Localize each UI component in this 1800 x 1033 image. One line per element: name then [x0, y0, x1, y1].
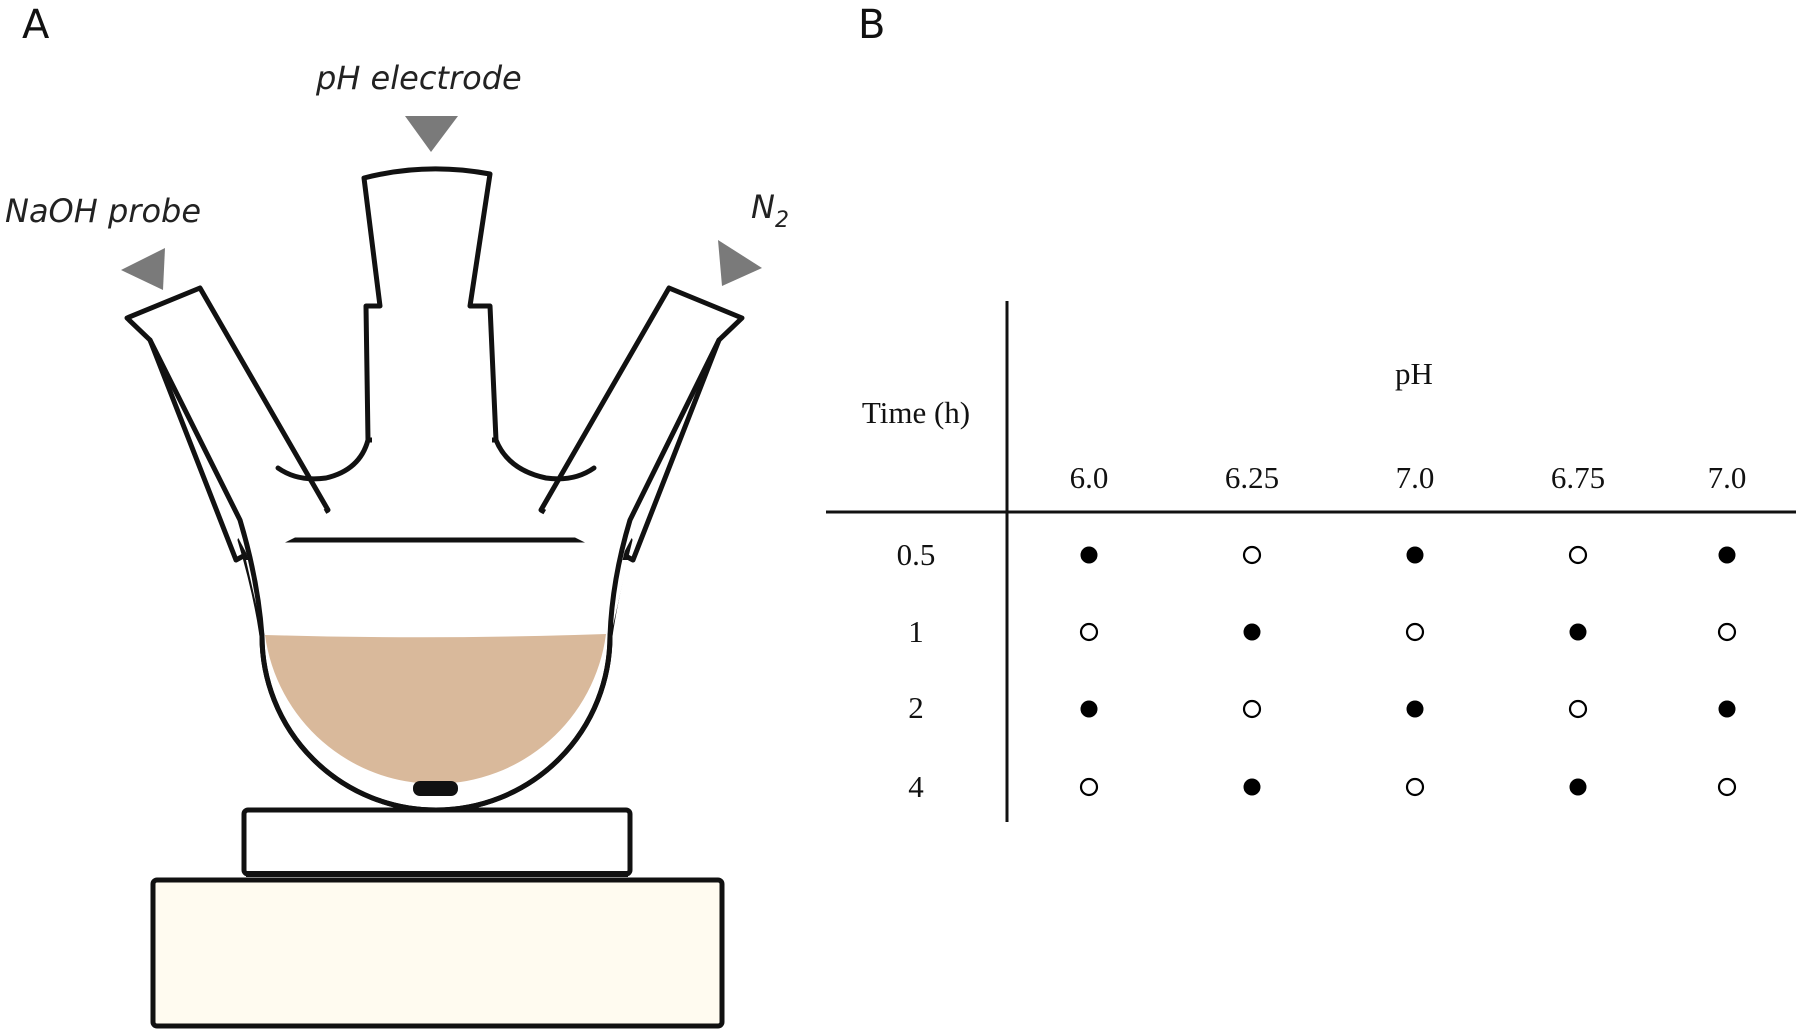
time-row-labels: 0.5 1 2 4: [897, 537, 936, 804]
ph-electrode-label: pH electrode: [315, 59, 522, 97]
stirrer-base: [150, 877, 725, 1029]
flask-joint-fill: [246, 560, 628, 630]
open-sample-mark: [1717, 777, 1737, 797]
flask-right-shoulder: [493, 437, 597, 482]
flask-center-neck: [361, 166, 499, 443]
open-sample-mark: [1242, 545, 1262, 565]
open-sample-mark: [1405, 622, 1425, 642]
stirrer-plate: [241, 807, 633, 877]
time-row-label: 1: [908, 614, 924, 649]
filled-sample-mark: [1569, 778, 1587, 796]
n2-label-subscript: 2: [775, 208, 789, 233]
ph-electrode-arrow: [405, 116, 458, 152]
sample-marks: [1079, 545, 1737, 797]
panel-b-letter: B: [858, 2, 885, 48]
filled-sample-mark: [1243, 778, 1261, 796]
flask-left-shoulder: [275, 437, 371, 482]
filled-sample-mark: [1406, 546, 1424, 564]
ph-column-header: 7.0: [1708, 460, 1747, 495]
stir-bar: [413, 781, 458, 796]
flask-joint-fill-center: [372, 420, 492, 480]
ph-column-header: 6.0: [1070, 460, 1109, 495]
open-sample-mark: [1717, 622, 1737, 642]
ph-column-header: 6.75: [1551, 460, 1605, 495]
open-sample-mark: [1079, 777, 1099, 797]
ph-group-header: pH: [1395, 356, 1433, 391]
n2-label: N2: [751, 188, 789, 233]
ph-column-header: 6.25: [1225, 460, 1279, 495]
flask-right-wall: [607, 337, 722, 639]
filled-sample-mark: [1406, 700, 1424, 718]
open-sample-mark: [1568, 699, 1588, 719]
n2-arrow: [718, 240, 762, 286]
time-row-label: 0.5: [897, 537, 936, 572]
time-row-label: 2: [908, 690, 924, 725]
three-neck-flask: [124, 166, 745, 813]
filled-sample-mark: [1080, 546, 1098, 564]
panel-a: A: [5, 2, 789, 1029]
filled-sample-mark: [1718, 546, 1736, 564]
filled-sample-mark: [1243, 623, 1261, 641]
open-sample-mark: [1079, 622, 1099, 642]
open-sample-mark: [1568, 545, 1588, 565]
flask-left-wall: [147, 337, 265, 639]
time-row-label: 4: [908, 769, 924, 804]
n2-label-base: N: [751, 188, 775, 226]
naoh-probe-label: NaOH probe: [5, 192, 201, 230]
naoh-probe-arrow: [121, 248, 165, 290]
time-header: Time (h): [862, 395, 970, 430]
flask-bulb-outline: [259, 635, 613, 813]
filled-sample-mark: [1718, 700, 1736, 718]
open-sample-mark: [1242, 699, 1262, 719]
open-sample-mark: [1405, 777, 1425, 797]
filled-sample-mark: [1080, 700, 1098, 718]
filled-sample-mark: [1569, 623, 1587, 641]
panel-b: B Time (h) pH 6.0 6.25 7.0 6.75 7.0 0.5 …: [826, 2, 1796, 822]
panel-a-letter: A: [22, 2, 50, 48]
ph-column-headers: 6.0 6.25 7.0 6.75 7.0: [1070, 460, 1747, 495]
flask-liquid: [265, 634, 606, 784]
ph-column-header: 7.0: [1396, 460, 1435, 495]
